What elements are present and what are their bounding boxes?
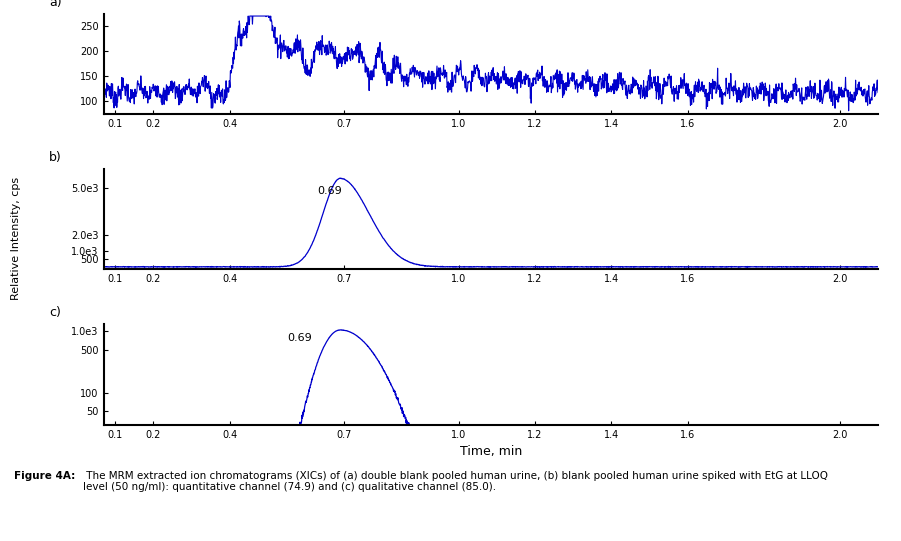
Text: c): c) [50, 306, 61, 319]
Text: a): a) [50, 0, 62, 9]
X-axis label: Time, min: Time, min [460, 445, 523, 458]
Text: b): b) [50, 151, 62, 164]
Text: 0.69: 0.69 [287, 333, 312, 343]
Text: Figure 4A:: Figure 4A: [14, 471, 75, 480]
Text: Relative Intensity, cps: Relative Intensity, cps [11, 176, 22, 300]
Text: The MRM extracted ion chromatograms (XICs) of (a) double blank pooled human urin: The MRM extracted ion chromatograms (XIC… [83, 471, 828, 492]
Text: 0.69: 0.69 [317, 186, 342, 196]
